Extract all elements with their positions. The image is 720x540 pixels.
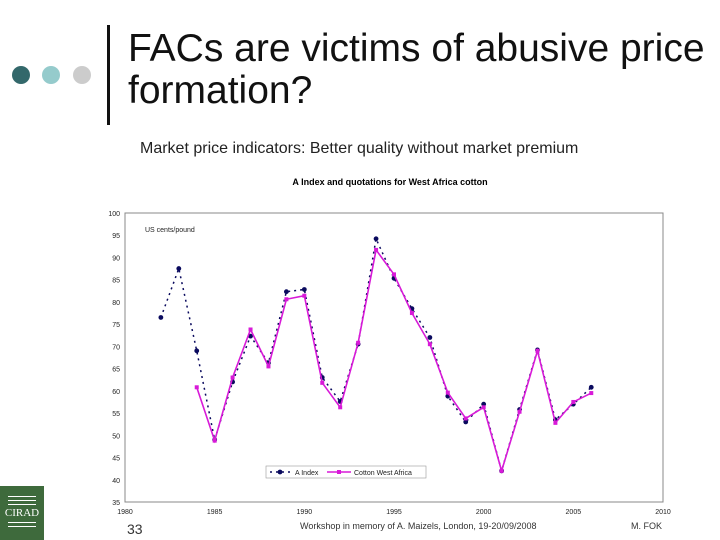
cotton-point	[320, 380, 325, 385]
series-line-a-index	[160, 236, 592, 474]
cotton-point	[553, 420, 558, 425]
cotton-point	[445, 390, 450, 395]
x-tick-label: 1995	[386, 509, 402, 516]
a-index-point	[427, 335, 433, 340]
decor-dot-3	[73, 66, 91, 84]
page-number: 33	[127, 521, 143, 537]
cotton-point	[374, 247, 379, 252]
cotton-point	[571, 399, 576, 404]
y-tick-label: 70	[112, 344, 120, 351]
logo-text: CIRAD	[4, 507, 40, 519]
a-index-point	[158, 315, 164, 320]
legend-cotton-label: Cotton West Africa	[354, 470, 412, 477]
cotton-point	[338, 405, 343, 410]
a-index-point	[194, 348, 200, 354]
author: M. FOK	[631, 521, 662, 531]
legend-cotton-marker	[337, 470, 341, 474]
slide-title: FACs are victims of abusive price format…	[128, 27, 705, 112]
chart-title: A Index and quotations for West Africa c…	[292, 177, 488, 187]
cotton-point	[427, 342, 432, 347]
cotton-point	[212, 438, 217, 443]
cotton-point	[284, 297, 289, 302]
a-index-point	[301, 287, 307, 292]
title-divider	[107, 25, 110, 125]
cotton-point	[356, 340, 361, 345]
y-tick-label: 90	[112, 255, 120, 262]
a-index-point	[284, 289, 289, 295]
a-index-point	[588, 384, 594, 390]
cotton-point	[517, 409, 522, 414]
decor-dot-1	[12, 66, 30, 84]
y-tick-label: 35	[112, 500, 120, 507]
cotton-point	[463, 416, 468, 421]
y-tick-label: 40	[112, 478, 120, 485]
x-tick-label: 1990	[297, 509, 313, 516]
y-tick-label: 85	[112, 278, 120, 285]
y-tick-label: 60	[112, 389, 120, 396]
a-index-point	[463, 419, 469, 425]
y-tick-label: 100	[108, 211, 120, 218]
y-tick-label: 50	[112, 433, 120, 440]
a-index-point	[176, 266, 182, 271]
cotton-point	[409, 311, 414, 316]
y-tick-label: 65	[112, 367, 120, 374]
y-tick-label: 95	[112, 233, 120, 240]
series-line-cotton-west-africa	[195, 247, 592, 474]
cotton-point	[230, 375, 235, 380]
y-tick-label: 80	[112, 300, 120, 307]
cotton-point	[194, 385, 199, 390]
plot-area	[124, 212, 664, 503]
cotton-point	[535, 348, 540, 353]
decor-dot-2	[42, 66, 60, 84]
x-tick-label: 2000	[476, 509, 492, 516]
x-tick-label: 2010	[655, 509, 671, 516]
x-tick-label: 2005	[566, 509, 582, 516]
slide-subtitle: Market price indicators: Better quality …	[140, 140, 579, 157]
x-tick-label: 1980	[117, 509, 133, 516]
cotton-point	[302, 293, 307, 298]
cotton-point	[248, 327, 253, 332]
footer-text: Workshop in memory of A. Maizels, London…	[300, 521, 537, 531]
cotton-point	[481, 405, 486, 410]
cotton-point	[499, 468, 504, 473]
unit-annotation: US cents/pound	[145, 227, 195, 234]
cotton-point	[392, 272, 396, 277]
y-tick-label: 55	[112, 411, 120, 418]
y-tick-label: 75	[112, 322, 120, 329]
y-tick-label: 45	[112, 456, 120, 463]
cirad-logo: CIRAD	[0, 486, 44, 540]
legend-a-index-label: A Index	[295, 470, 319, 477]
cotton-point	[589, 391, 594, 396]
x-tick-label: 1985	[207, 509, 223, 516]
legend-a-index-marker	[277, 469, 283, 475]
a-index-point	[373, 236, 379, 242]
cotton-point	[266, 364, 271, 369]
